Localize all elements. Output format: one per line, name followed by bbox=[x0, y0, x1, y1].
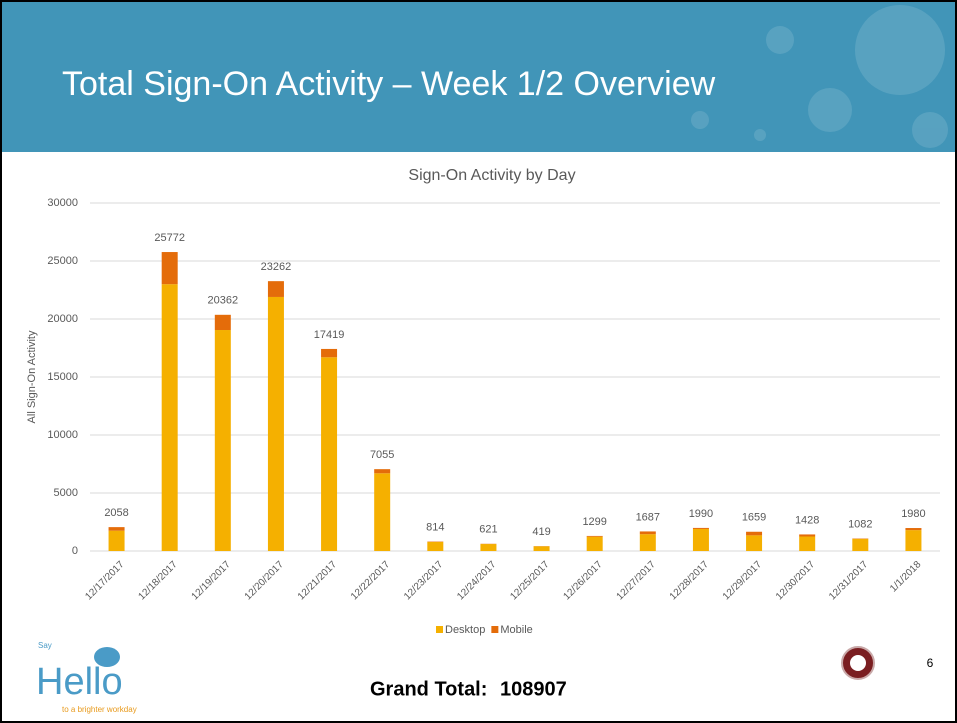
page-number: 6 bbox=[927, 656, 934, 670]
y-axis-label: All Sign-On Activity bbox=[26, 330, 38, 423]
logo-word: Hello bbox=[36, 661, 123, 703]
bar-segment bbox=[480, 544, 496, 551]
total-label: 1428 bbox=[795, 514, 819, 526]
bar-segment bbox=[268, 297, 284, 551]
bar-segment bbox=[321, 357, 337, 551]
logo-tagline: to a brighter workday bbox=[62, 705, 137, 714]
total-label: 1990 bbox=[689, 508, 713, 520]
y-tick-label: 10000 bbox=[47, 429, 78, 441]
total-label: 23262 bbox=[261, 261, 292, 273]
bar-segment bbox=[215, 315, 231, 330]
bar-segment bbox=[374, 469, 390, 473]
bar-segment bbox=[852, 539, 868, 551]
university-seal-center bbox=[850, 655, 866, 671]
bar-segment bbox=[640, 534, 656, 551]
y-tick-label: 30000 bbox=[47, 197, 78, 209]
y-tick-label: 0 bbox=[72, 545, 78, 557]
bar-segment bbox=[799, 534, 815, 536]
bar-segment bbox=[534, 546, 550, 551]
total-label: 621 bbox=[479, 524, 497, 536]
bar-segment bbox=[268, 281, 284, 297]
y-tick-label: 5000 bbox=[54, 487, 78, 499]
bar-segment bbox=[162, 284, 178, 551]
bar-segment bbox=[162, 252, 178, 284]
legend-swatch bbox=[436, 626, 443, 633]
bar-segment bbox=[321, 349, 337, 357]
grand-total: 108907 bbox=[500, 678, 567, 700]
y-tick-label: 25000 bbox=[47, 255, 78, 267]
y-tick-label: 20000 bbox=[47, 313, 78, 325]
bar-segment bbox=[587, 537, 603, 551]
bar-segment bbox=[427, 542, 443, 551]
total-label: 25772 bbox=[154, 232, 185, 244]
legend-label: Desktop bbox=[445, 624, 485, 636]
bar-segment bbox=[374, 473, 390, 551]
legend-label: Mobile bbox=[500, 624, 532, 636]
bar-segment bbox=[693, 529, 709, 551]
bar-segment bbox=[905, 528, 921, 530]
grand-total-label: Grand Total: bbox=[370, 678, 487, 700]
total-label: 7055 bbox=[370, 449, 394, 461]
bar-segment bbox=[905, 530, 921, 551]
total-label: 814 bbox=[426, 521, 444, 533]
legend-swatch bbox=[491, 626, 498, 633]
bar-segment bbox=[109, 527, 125, 531]
slide-title: Total Sign-On Activity – Week 1/2 Overvi… bbox=[62, 65, 716, 103]
bar-segment bbox=[693, 528, 709, 529]
chart-title: Sign-On Activity by Day bbox=[408, 167, 575, 184]
total-label: 419 bbox=[532, 526, 550, 538]
total-label: 1299 bbox=[582, 516, 606, 528]
bar-segment bbox=[587, 536, 603, 537]
bar-segment bbox=[799, 537, 815, 552]
total-label: 1659 bbox=[742, 512, 766, 524]
total-label: 1687 bbox=[636, 511, 660, 523]
total-label: 1980 bbox=[901, 508, 925, 520]
bar-segment bbox=[215, 330, 231, 551]
slide: Total Sign-On Activity – Week 1/2 Overvi… bbox=[0, 0, 957, 723]
total-label: 20362 bbox=[208, 295, 239, 307]
logo-small: Say bbox=[38, 641, 52, 650]
bar-segment bbox=[746, 532, 762, 536]
y-tick-label: 15000 bbox=[47, 371, 78, 383]
bar-segment bbox=[640, 531, 656, 534]
bar-segment bbox=[746, 535, 762, 551]
total-label: 2058 bbox=[104, 507, 128, 519]
bar-segment bbox=[109, 531, 125, 551]
total-label: 1082 bbox=[848, 518, 872, 530]
total-label: 17419 bbox=[314, 329, 345, 341]
